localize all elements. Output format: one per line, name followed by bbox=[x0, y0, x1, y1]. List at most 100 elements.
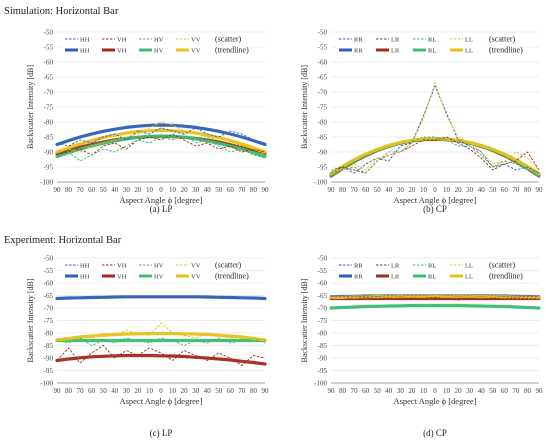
y-tick-label: -80 bbox=[44, 119, 54, 127]
chart-caption: (b) CP bbox=[423, 204, 447, 214]
legend-background bbox=[63, 33, 241, 57]
x-tick-label: 80 bbox=[65, 387, 73, 395]
x-tick-label: 40 bbox=[204, 186, 212, 194]
y-tick-label: -75 bbox=[44, 317, 54, 325]
x-tick-label: 30 bbox=[192, 387, 200, 395]
x-tick-label: 60 bbox=[88, 387, 96, 395]
legend-scatter-label-LL: LL bbox=[465, 263, 473, 270]
legend-trend-label-RL: RL bbox=[428, 48, 436, 55]
legend-scatter-caption: (scatter) bbox=[215, 35, 242, 44]
x-tick-label: 70 bbox=[77, 387, 85, 395]
legend-scatter-label-LL: LL bbox=[465, 37, 473, 44]
x-tick-label: 20 bbox=[455, 387, 463, 395]
x-tick-label: 30 bbox=[466, 186, 474, 194]
legend-trend-caption: (trendline) bbox=[215, 46, 249, 55]
y-tick-label: -95 bbox=[318, 367, 328, 375]
x-tick-label: 40 bbox=[204, 387, 212, 395]
x-tick-label: 40 bbox=[478, 387, 486, 395]
x-tick-label: 50 bbox=[489, 186, 497, 194]
x-tick-label: 80 bbox=[524, 186, 532, 194]
x-tick-label: 80 bbox=[65, 186, 73, 194]
y-tick-label: -60 bbox=[44, 59, 54, 67]
x-tick-label: 60 bbox=[501, 186, 509, 194]
x-tick-label: 20 bbox=[181, 186, 189, 194]
legend-scatter-label-RR: RR bbox=[354, 263, 363, 270]
legend-trend-label-HH: HH bbox=[80, 48, 90, 55]
x-tick-label: 90 bbox=[328, 186, 336, 194]
y-tick-label: -85 bbox=[318, 134, 328, 142]
legend-background bbox=[337, 259, 515, 283]
trendline-VH bbox=[55, 353, 267, 366]
x-tick-label: 30 bbox=[123, 387, 131, 395]
x-tick-label: 70 bbox=[351, 186, 359, 194]
trendline-HH bbox=[55, 123, 267, 147]
legend-trend-label-HH: HH bbox=[80, 274, 90, 281]
scatter-line-VV bbox=[56, 322, 266, 341]
simulation-section-title: Simulation: Horizontal Bar bbox=[4, 6, 119, 17]
legend-trend-caption: (trendline) bbox=[489, 272, 523, 281]
legend: RR RR LR LR RL RL LL LL (scatter) (trendline) bbox=[337, 33, 523, 57]
legend-trend-label-RL: RL bbox=[428, 274, 436, 281]
x-tick-label: 30 bbox=[397, 186, 405, 194]
y-tick-label: -55 bbox=[44, 267, 54, 275]
y-tick-label: -85 bbox=[318, 342, 328, 350]
y-axis-label: Backscatter Intensity [dB] bbox=[300, 65, 309, 149]
y-tick-label: -95 bbox=[44, 367, 54, 375]
x-tick-label: 0 bbox=[433, 387, 437, 395]
x-tick-label: 30 bbox=[123, 186, 131, 194]
x-tick-label: 70 bbox=[351, 387, 359, 395]
scatter-line-LL bbox=[331, 81, 540, 171]
x-tick-label: 60 bbox=[362, 186, 370, 194]
x-tick-label: 80 bbox=[250, 387, 258, 395]
y-tick-label: -55 bbox=[318, 267, 328, 275]
trendline-HH bbox=[55, 295, 267, 301]
legend-scatter-caption: (scatter) bbox=[489, 35, 516, 44]
experiment-section-title: Experiment: Horizontal Bar bbox=[4, 235, 122, 246]
x-tick-label: 90 bbox=[262, 186, 270, 194]
y-axis-label: Backscatter Intensity [dB] bbox=[26, 278, 35, 362]
legend: HH HH VH VH HV HV VV VV (scatter) (trendline) bbox=[63, 259, 249, 283]
legend-trend-label-VH: VH bbox=[117, 48, 127, 55]
y-tick-label: -70 bbox=[318, 305, 328, 313]
chart-caption: (d) CP bbox=[423, 428, 447, 438]
y-tick-label: -90 bbox=[44, 355, 54, 363]
y-tick-label: -70 bbox=[318, 89, 328, 97]
y-tick-label: -95 bbox=[44, 164, 54, 172]
x-tick-label: 10 bbox=[420, 387, 428, 395]
legend-trend-label-LR: LR bbox=[391, 274, 400, 281]
legend-scatter-caption: (scatter) bbox=[215, 261, 242, 270]
scatter-line-HV bbox=[56, 337, 266, 347]
x-tick-label: 50 bbox=[374, 387, 382, 395]
y-tick-label: -80 bbox=[318, 330, 328, 338]
legend-trend-label-LL: LL bbox=[465, 274, 473, 281]
x-tick-label: 80 bbox=[339, 387, 347, 395]
x-tick-label: 30 bbox=[397, 387, 405, 395]
x-tick-label: 40 bbox=[385, 387, 393, 395]
x-tick-label: 10 bbox=[420, 186, 428, 194]
x-tick-label: 60 bbox=[362, 387, 370, 395]
x-tick-label: 40 bbox=[385, 186, 393, 194]
x-tick-label: 50 bbox=[100, 186, 108, 194]
chart-caption: (a) LP bbox=[150, 204, 173, 214]
legend-scatter-caption: (scatter) bbox=[489, 261, 516, 270]
y-tick-label: -100 bbox=[40, 179, 53, 187]
x-tick-label: 60 bbox=[501, 387, 509, 395]
legend-scatter-label-VV: VV bbox=[191, 263, 201, 270]
y-tick-label: -50 bbox=[318, 29, 328, 37]
scatter-line-HV bbox=[56, 133, 266, 162]
legend-trend-label-RR: RR bbox=[354, 274, 363, 281]
y-tick-label: -85 bbox=[44, 134, 54, 142]
y-tick-label: -65 bbox=[44, 292, 54, 300]
legend-scatter-label-LR: LR bbox=[391, 37, 400, 44]
x-tick-label: 20 bbox=[134, 387, 142, 395]
legend-trend-label-VV: VV bbox=[191, 274, 201, 281]
y-tick-label: -50 bbox=[44, 29, 54, 37]
legend-trend-label-LR: LR bbox=[391, 48, 400, 55]
x-tick-label: 80 bbox=[339, 186, 347, 194]
trendline-VV bbox=[55, 331, 267, 342]
y-tick-label: -90 bbox=[318, 355, 328, 363]
x-tick-label: 70 bbox=[238, 387, 246, 395]
y-tick-label: -70 bbox=[44, 305, 54, 313]
x-tick-label: 20 bbox=[181, 387, 189, 395]
